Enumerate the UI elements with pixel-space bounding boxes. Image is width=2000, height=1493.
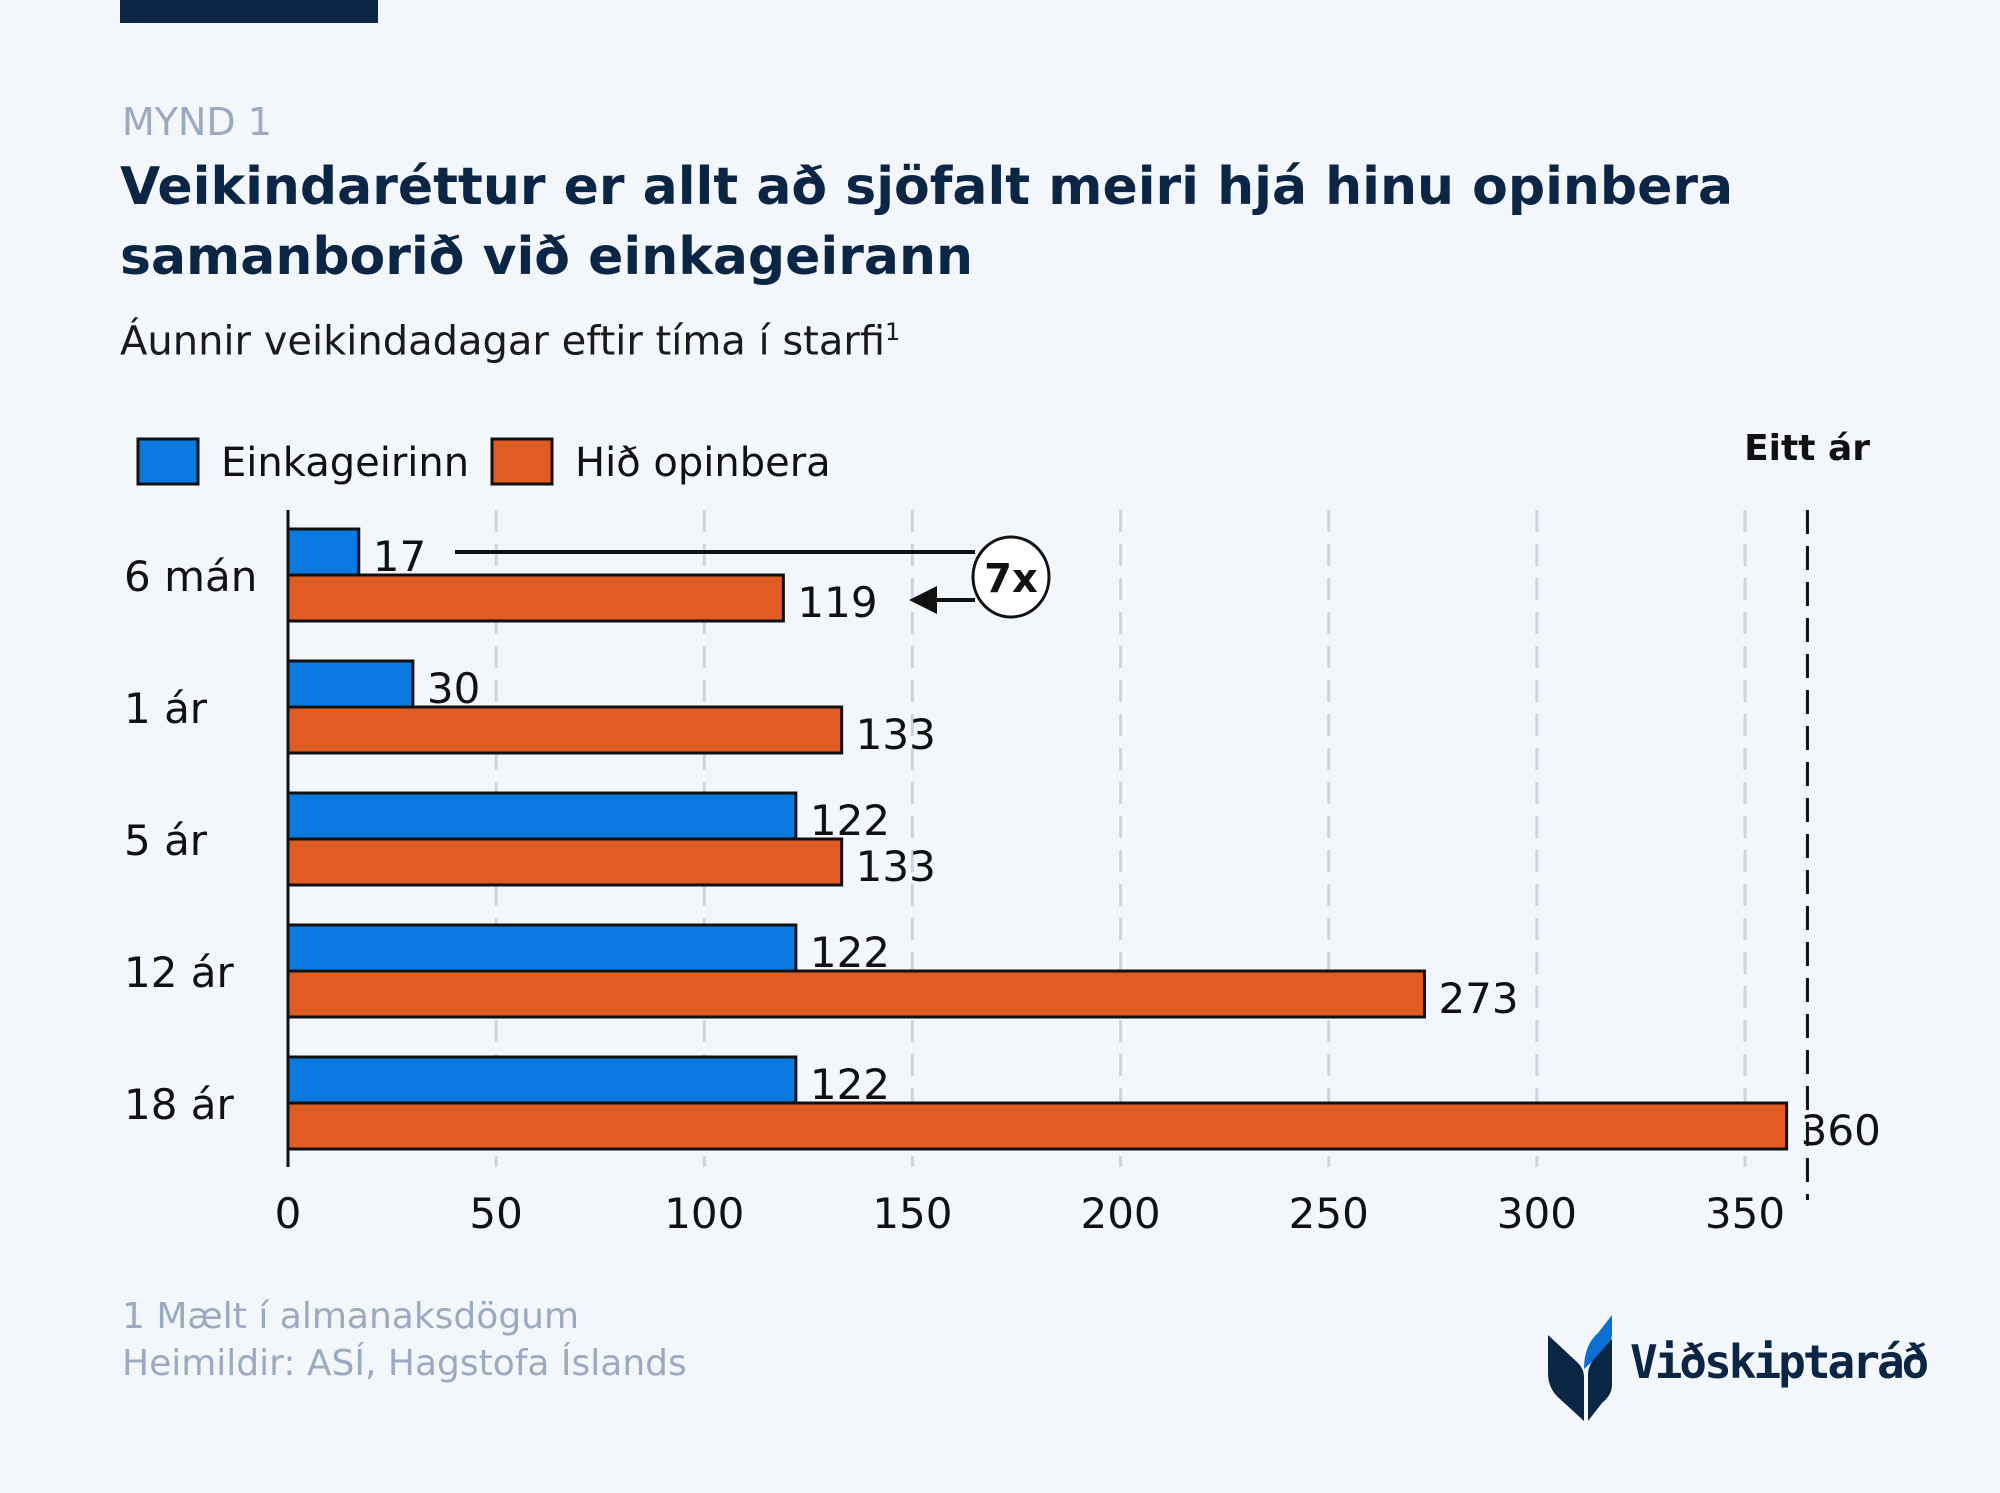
x-tick-label: 350 [1705,1189,1785,1238]
bar-public [286,1101,1789,1151]
bar-public [286,969,1426,1019]
category-label: 18 ár [124,1080,235,1129]
category-label: 1 ár [124,684,208,733]
footnote: 1 Mælt í almanaksdögum [122,1296,580,1337]
bar-private [286,923,798,973]
annotation-circle [971,535,1051,619]
x-tick-label: 0 [275,1189,302,1238]
data-label: 119 [797,578,877,627]
data-label: 122 [810,796,890,845]
category-label: 12 ár [124,948,235,997]
bar-public [286,837,844,887]
bar-private [286,659,415,709]
logo-leaf-icon [1548,1315,1612,1421]
top-accent-bar [120,0,378,23]
data-label: 133 [856,842,936,891]
arrow-left-icon [909,586,937,614]
x-tick-label: 300 [1497,1189,1577,1238]
legend-swatch-0 [136,437,200,486]
x-tick-label: 100 [664,1189,744,1238]
data-label: 30 [427,664,480,713]
legend-swatch-1 [490,437,554,486]
logo-text: Viðskiptaráð [1630,1335,1929,1389]
chart-title: Veikindaréttur er allt að sjöfalt meiri … [120,157,1734,287]
legend-label: Einkageirinn [221,440,469,486]
x-tick-label: 250 [1289,1189,1369,1238]
bar-private [286,791,798,841]
category-label: 5 ár [124,816,208,865]
bar-private [286,527,361,577]
annotation-label: 7x [984,556,1038,602]
data-label: 17 [373,532,426,581]
bar-private [286,1055,798,1105]
data-label: 133 [856,710,936,759]
x-tick-label: 150 [872,1189,952,1238]
vidskiptarad-logo: Viðskiptaráð [1548,1305,1929,1421]
data-label: 122 [810,928,890,977]
reference-line-label: Eitt ár [1744,428,1870,469]
category-label: 6 mán [124,552,257,601]
chart-subtitle: Áunnir veikindadagar eftir tíma í starfi… [120,318,900,364]
subtitle-text: Áunnir veikindadagar eftir tíma í starfi [120,318,886,365]
figure-kicker: MYND 1 [122,100,272,144]
x-tick-label: 200 [1080,1189,1160,1238]
data-label: 273 [1438,974,1518,1023]
data-label: 122 [810,1060,890,1109]
bar-public [286,705,844,755]
bar-public [286,573,785,623]
source-note: Heimildir: ASÍ, Hagstofa Íslands [122,1343,687,1384]
data-label: 360 [1801,1106,1881,1155]
legend-label: Hið opinbera [575,440,831,486]
x-tick-label: 50 [469,1189,522,1238]
subtitle-footnote-mark: 1 [885,318,901,346]
